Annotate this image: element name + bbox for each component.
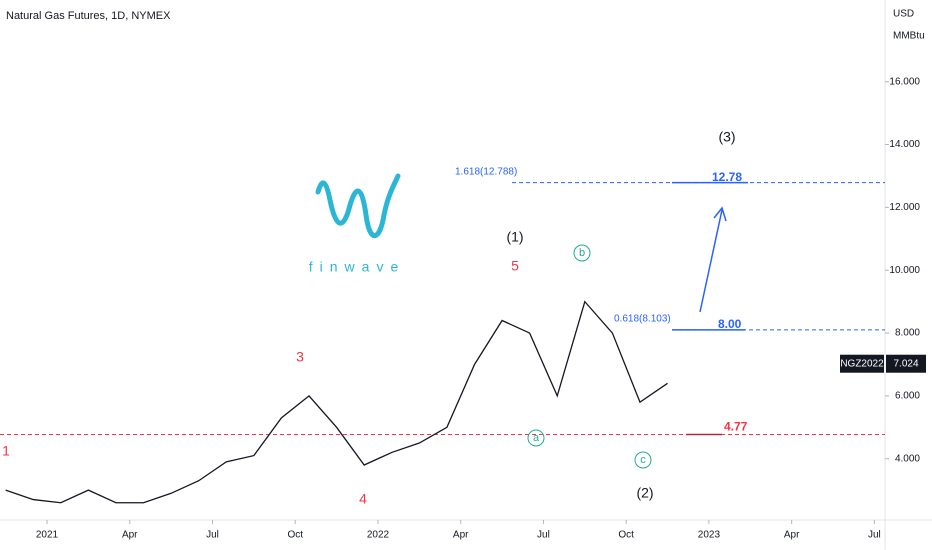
x-tick-label: 2021 <box>36 530 59 541</box>
wave-label: 1 <box>2 443 10 459</box>
wave-label: 3 <box>296 349 304 365</box>
price-tag-box <box>840 354 884 373</box>
x-tick-label: Jul <box>206 530 219 541</box>
wave-label: a <box>533 432 540 444</box>
wave-label: (2) <box>636 485 653 501</box>
price-tag-name: NGZ2022 <box>840 358 884 369</box>
wave-circle <box>527 429 545 447</box>
x-tick-label: Oct <box>287 530 303 541</box>
x-tick-label: Apr <box>784 530 800 541</box>
logo-icon <box>315 173 401 239</box>
logo-text: finwave <box>309 259 405 275</box>
price-line <box>5 300 668 504</box>
y-tick-label: 8.000 <box>895 328 920 339</box>
level-tag: 4.77 <box>724 420 748 434</box>
chart-title: Natural Gas Futures, 1D, NYMEX <box>6 10 171 22</box>
y-tick-label: 4.000 <box>895 453 920 464</box>
wave-label: (3) <box>718 129 735 145</box>
wave-label: 5 <box>511 258 519 274</box>
wave-circle <box>573 244 591 262</box>
y-tick-label: 14.000 <box>889 139 920 150</box>
x-tick-label: Oct <box>618 530 634 541</box>
y-tick-label: 10.000 <box>889 265 920 276</box>
x-tick-label: Apr <box>453 530 469 541</box>
y-tick-label: 12.000 <box>889 202 920 213</box>
axis-unit: USD <box>893 9 914 20</box>
x-tick-label: 2022 <box>367 530 390 541</box>
x-tick-label: 2023 <box>698 530 721 541</box>
price-tag-value: 7.024 <box>893 358 918 369</box>
level-label: 1.618(12.788) <box>455 166 517 177</box>
x-tick-label: Jul <box>537 530 550 541</box>
axis-unit: MMBtu <box>893 31 925 42</box>
y-tick-label: 16.000 <box>889 76 920 87</box>
wave-label: (1) <box>506 229 523 245</box>
x-tick-label: Jul <box>868 530 881 541</box>
level-tag: 12.78 <box>712 170 742 184</box>
level-label: 0.618(8.103) <box>614 313 671 324</box>
wave-label: b <box>579 247 585 259</box>
level-tag: 8.00 <box>718 317 742 331</box>
price-tag-box <box>886 354 926 373</box>
y-tick-label: 6.000 <box>895 391 920 402</box>
wave-label: 4 <box>359 491 367 507</box>
wave-circle <box>634 451 652 469</box>
wave-label: c <box>640 454 646 466</box>
x-tick-label: Apr <box>122 530 138 541</box>
arrow <box>699 206 727 313</box>
